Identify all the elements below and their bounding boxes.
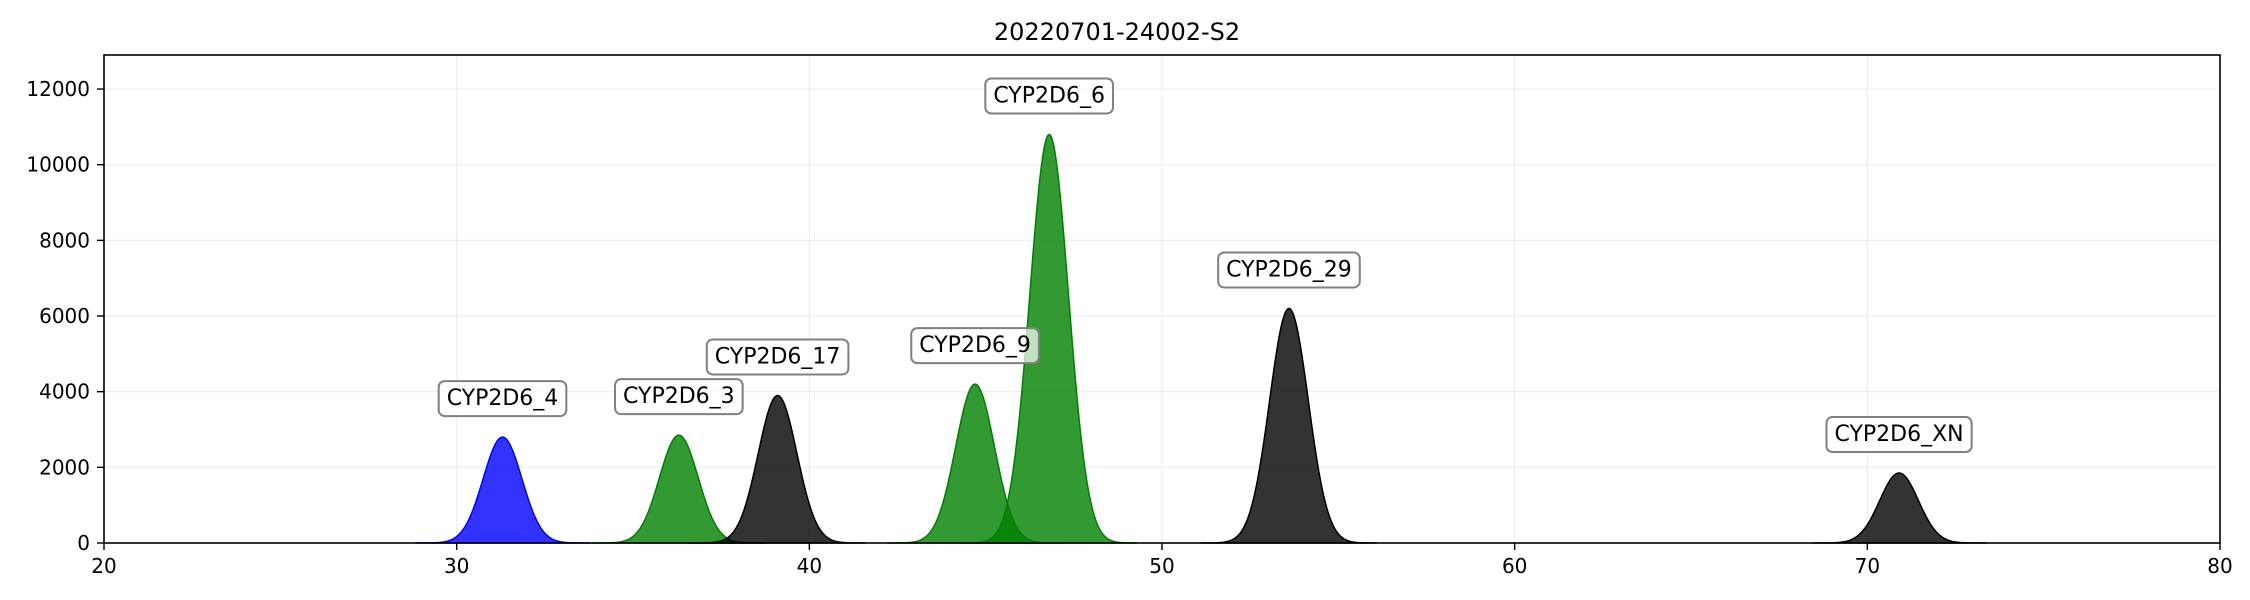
axis-ticks: 20 30 40 50 60 70 80 0 2000 4000 6000 8000 10000 1200… xyxy=(26,77,2232,578)
y-tick-label: 0 xyxy=(77,531,90,555)
peaks xyxy=(415,133,1987,544)
peak-label-text: CYP2D6_3 xyxy=(623,384,735,409)
peak-label-cyp2d6-9: CYP2D6_9 xyxy=(910,327,1040,365)
x-tick-label: 70 xyxy=(1855,554,1880,578)
peak-area-cyp2d6-17 xyxy=(689,394,866,544)
peak-label-cyp2d6-4: CYP2D6_4 xyxy=(437,380,568,418)
x-tick-label: 20 xyxy=(91,554,116,578)
y-tick-label: 10000 xyxy=(26,153,90,177)
peak-label-box xyxy=(437,380,568,418)
peak-label-text: CYP2D6_4 xyxy=(447,386,559,411)
peak-label-cyp2d6-29: CYP2D6_29 xyxy=(1217,251,1361,289)
y-tick-label: 8000 xyxy=(39,228,90,252)
grid xyxy=(103,55,2221,544)
x-tick-label: 30 xyxy=(444,554,469,578)
x-tick-label: 60 xyxy=(1502,554,1527,578)
peak-label-cyp2d6-17: CYP2D6_17 xyxy=(705,338,850,376)
peak-label-cyp2d6-xn: CYP2D6_XN xyxy=(1825,416,1973,454)
y-tick-label: 12000 xyxy=(26,77,90,101)
chart-title: 20220701-24002-S2 xyxy=(994,18,1240,46)
x-tick-label: 50 xyxy=(1149,554,1174,578)
y-tick-label: 4000 xyxy=(39,380,90,404)
peak-label-box xyxy=(705,338,850,376)
peak-label-text: CYP2D6_9 xyxy=(919,333,1031,358)
peak-label-text: CYP2D6_XN xyxy=(1834,422,1963,447)
x-tick-label: 40 xyxy=(797,554,822,578)
y-tick-label: 2000 xyxy=(39,455,90,479)
peak-label-box xyxy=(1825,416,1973,454)
peak-label-text: CYP2D6_6 xyxy=(993,83,1105,108)
peak-label-box xyxy=(984,77,1114,115)
peak-label-box xyxy=(910,327,1040,365)
peak-area-cyp2d6-29 xyxy=(1200,307,1377,544)
peak-area-cyp2d6-4 xyxy=(415,436,590,544)
x-tick-label: 80 xyxy=(2207,554,2232,578)
peak-label-text: CYP2D6_29 xyxy=(1226,257,1352,282)
peak-label-box xyxy=(614,378,744,416)
peak-label-cyp2d6-6: CYP2D6_6 xyxy=(984,77,1114,115)
peak-label-cyp2d6-3: CYP2D6_3 xyxy=(614,378,744,416)
peak-label-text: CYP2D6_17 xyxy=(715,344,841,369)
peak-label-box xyxy=(1217,251,1361,289)
peak-labels: CYP2D6_4 CYP2D6_3 CYP2D6_17 CYP2D6_9 CYP2D6_… xyxy=(437,77,1973,454)
peak-area-cyp2d6-6 xyxy=(961,133,1138,544)
peak-area-cyp2d6-xn xyxy=(1811,472,1987,544)
y-tick-label: 6000 xyxy=(39,304,90,328)
